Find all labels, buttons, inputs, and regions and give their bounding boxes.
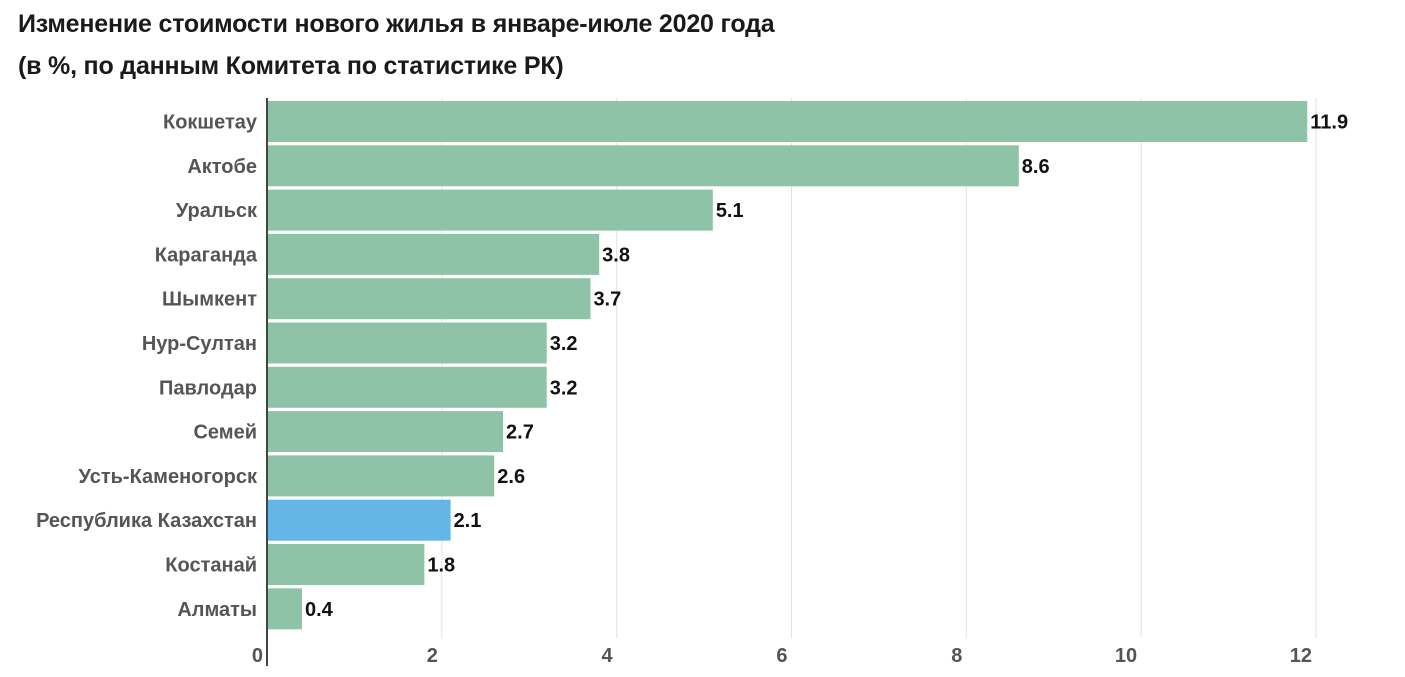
value-label: 11.9 — [1310, 112, 1348, 134]
value-label: 1.8 — [427, 555, 455, 577]
category-label: Семей — [193, 422, 257, 444]
category-label: Уральск — [176, 200, 258, 222]
category-label: Республика Казахстан — [36, 510, 257, 532]
value-label: 3.7 — [593, 289, 621, 311]
bar — [268, 588, 302, 630]
value-label: 2.1 — [454, 510, 482, 532]
x-tick-label: 4 — [602, 645, 614, 667]
bar — [268, 322, 547, 364]
value-label: 3.2 — [550, 333, 578, 355]
bar — [268, 499, 451, 541]
category-label: Нур-Султан — [142, 333, 257, 355]
category-label: Алматы — [177, 599, 257, 621]
x-tick-label: 2 — [427, 645, 438, 667]
bar — [268, 189, 713, 231]
x-tick-label: 10 — [1115, 645, 1137, 667]
x-tick-label: 8 — [951, 645, 962, 667]
chart-subtitle: (в %, по данным Комитета по статистике Р… — [18, 52, 564, 80]
bar — [268, 101, 1308, 142]
bar — [268, 411, 504, 453]
value-label: 3.8 — [602, 244, 630, 266]
bar — [268, 455, 495, 497]
value-label: 2.7 — [506, 422, 534, 444]
category-label: Шымкент — [162, 289, 257, 311]
category-label: Кокшетау — [163, 112, 258, 134]
bar — [268, 145, 1019, 187]
category-label: Караганда — [155, 244, 258, 266]
value-label: 5.1 — [716, 200, 744, 222]
value-label: 2.6 — [497, 466, 525, 488]
bar — [268, 366, 547, 408]
bar — [268, 544, 425, 585]
value-label: 8.6 — [1022, 156, 1050, 178]
value-label: 3.2 — [550, 377, 578, 399]
bar — [268, 278, 591, 320]
chart-title: Изменение стоимости нового жилья в январ… — [18, 10, 775, 38]
category-label: Актобе — [187, 156, 257, 178]
category-label: Павлодар — [159, 377, 257, 399]
category-label: Усть-Каменогорск — [79, 466, 258, 488]
bar — [268, 233, 600, 275]
x-tick-label: 6 — [776, 645, 787, 667]
x-tick-label: 12 — [1290, 645, 1312, 667]
x-tick-label: 0 — [252, 645, 263, 667]
category-label: Костанай — [165, 555, 257, 577]
value-label: 0.4 — [305, 599, 334, 621]
